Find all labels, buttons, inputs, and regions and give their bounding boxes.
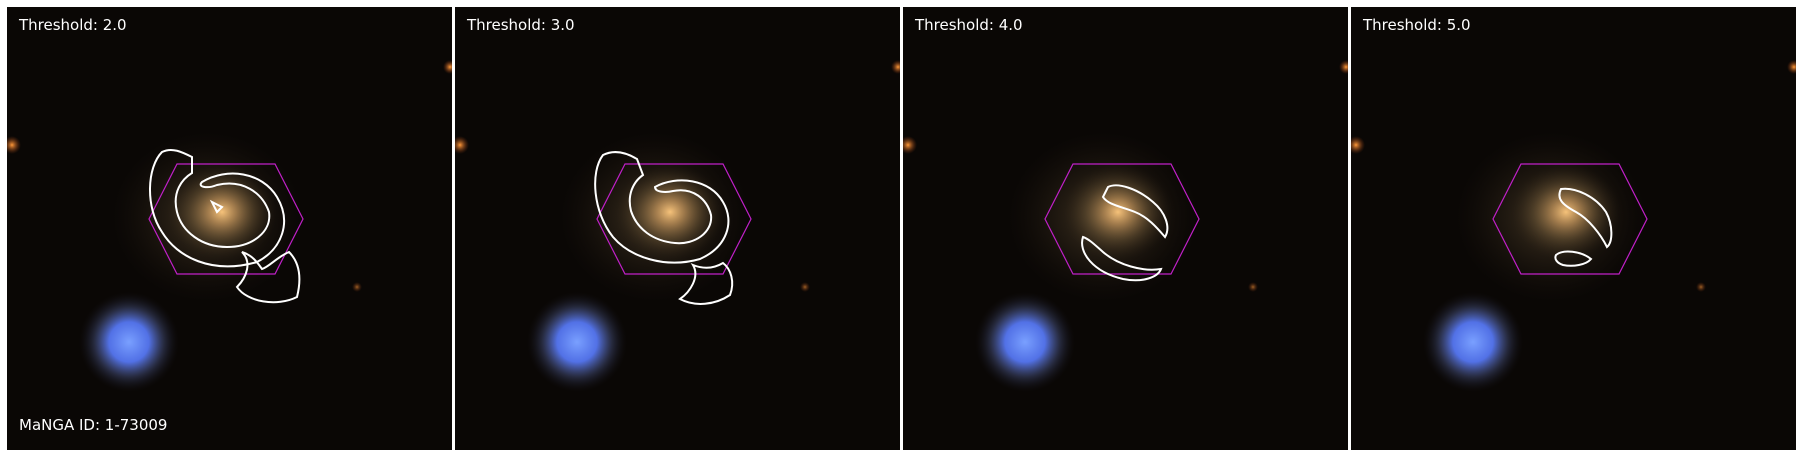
panel-threshold-4: Threshold: 4.0 [903, 7, 1348, 450]
panel-threshold-5: Threshold: 5.0 [1351, 7, 1796, 450]
galaxy-image [455, 7, 900, 450]
galaxy-image [1351, 7, 1796, 450]
ifu-hexagon [1044, 163, 1200, 275]
threshold-label: Threshold: 3.0 [467, 16, 575, 34]
contours [1081, 184, 1169, 282]
panel-threshold-3: Threshold: 3.0 [455, 7, 900, 450]
ifu-hexagon [1492, 163, 1648, 275]
threshold-label: Threshold: 2.0 [19, 16, 127, 34]
threshold-label: Threshold: 5.0 [1363, 16, 1471, 34]
contours [594, 151, 734, 305]
galaxy-image [7, 7, 452, 450]
manga-id-label: MaNGA ID: 1-73009 [19, 416, 168, 434]
contours [1554, 187, 1613, 267]
ifu-hexagon [596, 163, 752, 275]
threshold-label: Threshold: 4.0 [915, 16, 1023, 34]
contours [149, 148, 301, 304]
galaxy-image [903, 7, 1348, 450]
ifu-hexagon [148, 163, 304, 275]
panel-threshold-2: Threshold: 2.0 MaNGA ID: 1-73009 [7, 7, 452, 450]
